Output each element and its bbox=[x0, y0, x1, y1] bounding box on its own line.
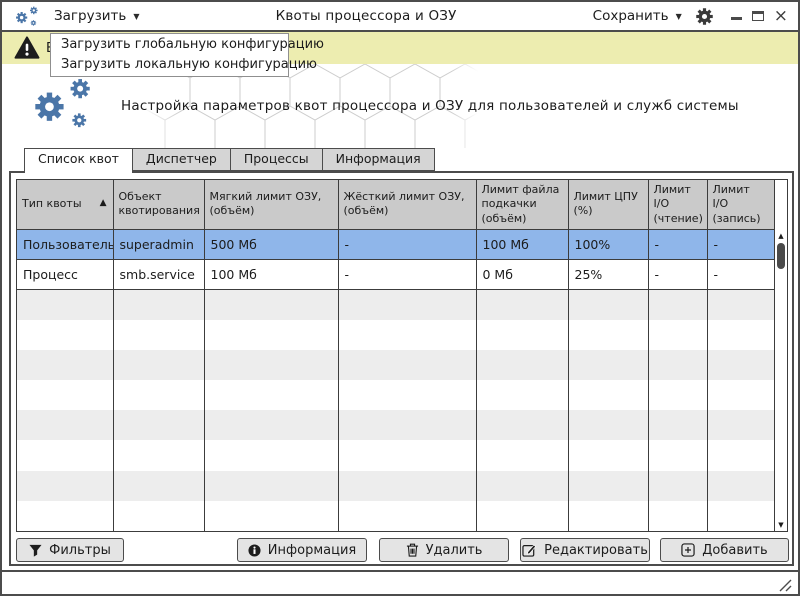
table-cell: 100 Мб bbox=[203, 258, 339, 291]
delete-button[interactable]: Удалить bbox=[379, 538, 509, 562]
warning-triangle-icon bbox=[14, 36, 40, 59]
table-cell: - bbox=[647, 258, 708, 291]
window-controls: × bbox=[730, 6, 788, 26]
app-gears-logo-icon bbox=[35, 79, 90, 128]
table-cell: - bbox=[647, 228, 708, 260]
minimize-button[interactable] bbox=[730, 17, 742, 20]
column-header-cpu-limit[interactable]: Лимит ЦПУ (%) bbox=[567, 180, 649, 230]
app-gears-logo-icon bbox=[16, 6, 38, 26]
table-row-selected[interactable]: Пользователь superadmin 500 Мб - 100 Мб … bbox=[17, 228, 774, 260]
empty-row bbox=[17, 410, 774, 441]
table-header-row: Тип квоты ▲ Объект квотирования Мягкий л… bbox=[17, 180, 774, 230]
table-cell: Процесс bbox=[17, 258, 114, 291]
header-area: Настройка параметров квот процессора и О… bbox=[2, 64, 798, 148]
empty-row bbox=[17, 289, 774, 320]
app-description: Настройка параметров квот процессора и О… bbox=[121, 98, 739, 114]
add-button[interactable]: Добавить bbox=[660, 538, 789, 562]
empty-row bbox=[17, 470, 774, 501]
table-cell: 100 Мб bbox=[475, 228, 569, 260]
tab-dispatcher[interactable]: Диспетчер bbox=[132, 148, 231, 171]
empty-row bbox=[17, 380, 774, 411]
table-cell: 100% bbox=[567, 228, 649, 260]
table-cell: smb.service bbox=[112, 258, 205, 291]
table-cell: - bbox=[337, 258, 477, 291]
tab-bar: Список квот Диспетчер Процессы Информаци… bbox=[24, 148, 435, 173]
status-bar bbox=[2, 570, 798, 594]
chevron-down-icon: ▼ bbox=[133, 11, 140, 21]
filter-funnel-icon bbox=[29, 544, 42, 557]
empty-row bbox=[17, 500, 774, 531]
information-button[interactable]: Информация bbox=[237, 538, 367, 562]
close-button[interactable]: × bbox=[773, 6, 788, 26]
empty-row bbox=[17, 319, 774, 350]
gear-icon bbox=[695, 7, 713, 25]
empty-row bbox=[17, 440, 774, 471]
load-menu-label: Загрузить bbox=[54, 8, 127, 24]
title-bar: Загрузить ▼ Квоты процессора и ОЗУ Сохра… bbox=[2, 2, 798, 32]
tab-quota-list[interactable]: Список квот bbox=[24, 148, 133, 173]
scroll-down-arrow-icon[interactable]: ▼ bbox=[778, 521, 784, 529]
table-row[interactable]: Процесс smb.service 100 Мб - 0 Мб 25% - … bbox=[17, 258, 774, 291]
table-cell: - bbox=[706, 228, 774, 260]
chevron-down-icon: ▼ bbox=[675, 11, 682, 21]
menu-item-load-global-config[interactable]: Загрузить глобальную конфигурацию bbox=[61, 37, 324, 52]
column-header-io-write-limit[interactable]: Лимит I/O (запись) bbox=[706, 180, 774, 230]
empty-row bbox=[17, 349, 774, 381]
scrollbar-track[interactable] bbox=[775, 269, 787, 519]
vertical-scrollbar[interactable]: ▲ ▼ bbox=[774, 180, 787, 531]
settings-button[interactable] bbox=[695, 7, 713, 25]
resize-grip[interactable] bbox=[777, 578, 793, 592]
maximize-button[interactable] bbox=[751, 11, 764, 21]
trash-icon bbox=[406, 543, 418, 557]
table-cell: 25% bbox=[567, 258, 649, 291]
table-cell: 500 Мб bbox=[203, 228, 339, 260]
table-cell: superadmin bbox=[112, 228, 205, 260]
table-cell: - bbox=[337, 228, 477, 260]
scrollbar-header-spacer bbox=[775, 180, 787, 230]
window-title: Квоты процессора и ОЗУ bbox=[275, 8, 457, 24]
tab-information[interactable]: Информация bbox=[322, 148, 435, 171]
column-header-hard-ram-limit[interactable]: Жёсткий лимит ОЗУ, (объём) bbox=[337, 180, 477, 230]
info-circle-icon bbox=[248, 543, 261, 557]
sort-ascending-icon: ▲ bbox=[99, 198, 107, 209]
filters-button[interactable]: Фильтры bbox=[16, 538, 124, 562]
load-menu-button[interactable]: Загрузить ▼ bbox=[54, 8, 140, 24]
column-header-quota-object[interactable]: Объект квотирования bbox=[112, 180, 205, 230]
hexagon-pattern bbox=[140, 64, 478, 148]
plus-square-icon bbox=[681, 543, 695, 557]
tab-processes[interactable]: Процессы bbox=[230, 148, 323, 171]
save-menu-label: Сохранить bbox=[592, 8, 669, 24]
edit-pencil-icon bbox=[522, 544, 537, 557]
column-header-swap-limit[interactable]: Лимит файла подкачки (объём) bbox=[475, 180, 569, 230]
quota-table-container: Тип квоты ▲ Объект квотирования Мягкий л… bbox=[16, 179, 788, 532]
menu-item-load-local-config[interactable]: Загрузить локальную конфигурацию bbox=[61, 57, 317, 72]
column-header-quota-type[interactable]: Тип квоты ▲ bbox=[17, 180, 114, 230]
quota-list-panel: Тип квоты ▲ Объект квотирования Мягкий л… bbox=[9, 171, 794, 566]
load-dropdown-menu: Загрузить глобальную конфигурацию Загруз… bbox=[50, 33, 324, 77]
scroll-up-arrow-icon[interactable]: ▲ bbox=[778, 232, 784, 240]
table-cell: 0 Мб bbox=[475, 258, 569, 291]
edit-button[interactable]: Редактировать bbox=[520, 538, 650, 562]
quota-table: Тип квоты ▲ Объект квотирования Мягкий л… bbox=[17, 180, 774, 531]
scrollbar-thumb[interactable] bbox=[777, 243, 785, 269]
column-header-soft-ram-limit[interactable]: Мягкий лимит ОЗУ, (объём) bbox=[203, 180, 339, 230]
table-cell: - bbox=[706, 258, 774, 291]
table-cell: Пользователь bbox=[17, 228, 114, 260]
save-menu-button[interactable]: Сохранить ▼ bbox=[593, 8, 682, 24]
column-header-io-read-limit[interactable]: Лимит I/O (чтение) bbox=[647, 180, 708, 230]
